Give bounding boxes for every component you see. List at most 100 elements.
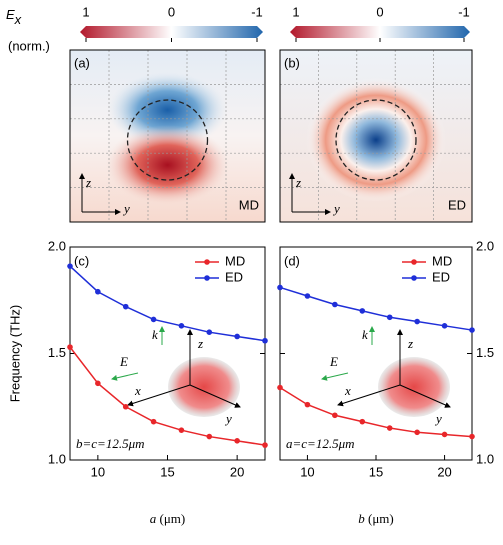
x-tick-label: 15 [369, 464, 383, 479]
panel-label: (a) [74, 55, 90, 70]
legend-marker [204, 275, 210, 281]
point [67, 344, 73, 350]
legend-marker [411, 259, 417, 265]
legend-marker [204, 259, 210, 265]
colorbar-note: (norm.) [8, 38, 50, 53]
point [262, 442, 268, 448]
legend-label: ED [225, 269, 243, 284]
point [414, 318, 420, 325]
field-arrow [111, 372, 139, 381]
colorbar [290, 26, 470, 38]
point [332, 412, 338, 419]
particle [378, 357, 450, 417]
axis-label: z [85, 175, 91, 190]
axis-label: y [122, 201, 130, 216]
x-tick-label: 15 [160, 464, 174, 479]
axis-label: y [332, 201, 340, 216]
point [178, 323, 185, 329]
axis-label: x [134, 383, 141, 398]
point [122, 403, 129, 410]
axis-arrow [127, 384, 191, 407]
y-tick-label: 1.0 [476, 451, 494, 466]
colorbar-tick-label: -1 [458, 4, 470, 19]
legend-label: MD [432, 253, 452, 268]
x-tick-label: 20 [437, 464, 451, 479]
axis-label: z [197, 336, 203, 351]
x-tick-label: 20 [230, 464, 244, 479]
colorbar-symbol: Ex [6, 7, 22, 27]
point [386, 314, 393, 321]
field-lobe [107, 72, 228, 148]
param-note: a=c=12.5μm [286, 436, 354, 451]
point [95, 288, 101, 295]
field-arrow [321, 372, 349, 381]
wave-label: k [152, 327, 158, 342]
point [95, 380, 101, 387]
axis-label: z [407, 336, 413, 351]
series-line [279, 286, 473, 331]
axis-label: y [434, 411, 442, 426]
x-axis-title: a (μm) [150, 511, 186, 526]
mode-label: MD [239, 197, 259, 212]
wave-label: k [362, 327, 368, 342]
legend-label: ED [432, 269, 450, 284]
point [386, 425, 393, 431]
point [178, 427, 185, 433]
field-label: E [119, 354, 128, 369]
y-tick-label: 2.0 [48, 238, 66, 253]
axis-arrow [399, 384, 451, 408]
point [332, 301, 338, 308]
axis-label: x [344, 383, 351, 398]
axis-arrow [189, 384, 241, 408]
point [150, 316, 157, 323]
colorbar-tick-label: -1 [251, 4, 263, 19]
map-frame [279, 49, 473, 223]
point [304, 401, 311, 408]
colorbar-tick-label: 1 [82, 4, 89, 19]
x-tick-label: 10 [91, 464, 105, 479]
x-var: a [150, 511, 157, 526]
point [469, 433, 475, 440]
y-tick-label: 1.0 [48, 451, 66, 466]
point [441, 431, 448, 438]
point [441, 323, 448, 329]
param-note: b=c=12.5μm [76, 436, 144, 451]
axis-arrow [337, 384, 401, 407]
particle-outline [335, 99, 417, 181]
colorbar-tick-label: 1 [292, 4, 299, 19]
field-label: E [329, 354, 338, 369]
mode-label: ED [448, 197, 466, 212]
axis-label: y [224, 411, 232, 426]
x-axis-title: b (μm) [358, 511, 394, 526]
point [206, 329, 213, 336]
series-line [69, 265, 266, 342]
panel-label: (c) [74, 253, 89, 268]
series-line [279, 386, 473, 438]
subscript: x [14, 12, 22, 27]
panel-label: (d) [284, 253, 300, 268]
x-unit: (μm) [365, 511, 394, 526]
symbol: E [6, 7, 15, 22]
particle-outline [126, 99, 209, 181]
y-tick-label: 2.0 [476, 238, 494, 253]
series-line [69, 346, 266, 446]
map-frame [69, 49, 266, 223]
y-tick-label: 1.5 [476, 345, 494, 360]
point [469, 327, 475, 333]
colorbar-tick-label: 0 [376, 4, 383, 19]
point [234, 438, 240, 444]
legend-label: MD [225, 253, 245, 268]
y-axis-title: Frequency (THz) [7, 305, 22, 403]
field-lobe [105, 125, 230, 205]
point [277, 284, 283, 291]
point [206, 433, 213, 440]
panel-label: (b) [284, 55, 300, 70]
point [359, 308, 366, 314]
point [122, 303, 129, 310]
point [150, 418, 157, 425]
point [304, 293, 311, 299]
axis-label: z [295, 175, 301, 190]
particle [168, 357, 240, 417]
legend-marker [411, 275, 417, 281]
